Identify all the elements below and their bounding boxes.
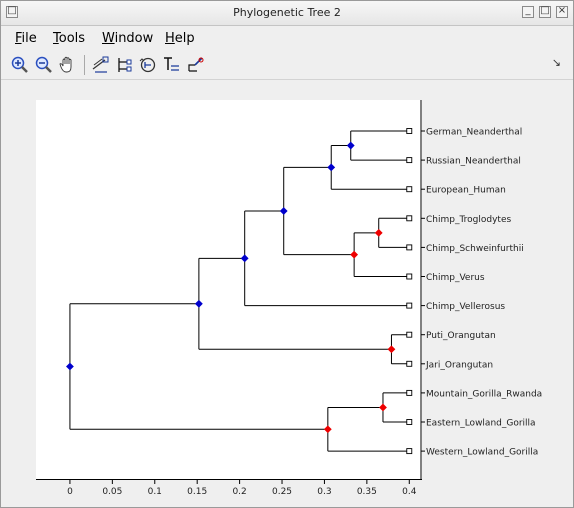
menu-help[interactable]: Help [165, 31, 195, 46]
leaf-label: German_Neanderthal [426, 128, 522, 138]
leaf-marker [406, 244, 413, 251]
tree-label-layer: German_Neanderthal Russian_Neanderthal Eur… [67, 128, 542, 498]
leaf-label: Russian_Neanderthal [426, 157, 521, 167]
collapse-expand-button[interactable] [113, 54, 135, 76]
window-menu-button[interactable]: □ [6, 5, 18, 18]
plot-panel: German_Neanderthal Russian_Neanderthal Eur… [1, 80, 573, 507]
x-tick-label: 0.4 [402, 487, 417, 497]
maximize-icon: □ [540, 5, 550, 16]
leaf-marker [406, 128, 413, 134]
rename-button[interactable] [161, 54, 183, 76]
toolbar [1, 51, 573, 80]
leaf-marker [406, 157, 413, 164]
dock-arrow-icon[interactable]: ↘ [551, 56, 561, 69]
zoom-in-icon [11, 56, 28, 73]
minimize-icon: _ [525, 5, 531, 16]
leaf-label: Chimp_Verus [426, 273, 485, 283]
leaf-label: Eastern_Lowland_Gorilla [426, 419, 536, 429]
toolbar-separator [84, 55, 85, 75]
menu-file[interactable]: File [15, 31, 37, 46]
leaf-label: Chimp_Vellerosus [426, 302, 505, 312]
leaf-marker [406, 215, 413, 222]
rotate-branch-icon [139, 57, 156, 73]
x-tick-label: 0.1 [148, 487, 162, 497]
x-tick-label: 0 [67, 487, 73, 497]
x-tick-label: 0.35 [357, 487, 377, 497]
pan-button[interactable] [57, 54, 79, 76]
minimize-button[interactable]: _ [522, 5, 534, 18]
x-tick-label: 0.2 [232, 487, 246, 497]
tree-node-marker [350, 250, 359, 259]
tree-node-marker [379, 403, 387, 412]
leaf-marker [406, 360, 413, 367]
leaf-marker [406, 331, 413, 338]
rotate-branch-button[interactable] [137, 54, 159, 76]
prune-button[interactable] [185, 54, 207, 76]
zoom-out-button[interactable] [33, 54, 55, 76]
tree-node-marker [194, 299, 203, 308]
tree-node-marker [240, 254, 249, 263]
leaf-label: Mountain_Gorilla_Rwanda [426, 389, 542, 399]
inspect-tool-icon [92, 56, 109, 73]
tree-node-marker [327, 163, 336, 172]
leaf-marker [406, 389, 413, 396]
tree-node-marker [279, 207, 288, 215]
title-bar: Phylogenetic Tree 2 □ _ □ × [1, 1, 573, 26]
close-button[interactable]: × [556, 5, 568, 18]
leaf-label: Chimp_Schweinfurthii [426, 244, 524, 254]
tree-node-marker [346, 141, 355, 150]
x-tick-label: 0.25 [272, 487, 292, 497]
plot-axes [36, 100, 422, 480]
prune-icon [188, 57, 204, 72]
leaf-label: Puti_Orangutan [426, 331, 496, 341]
x-tick-label: 0.05 [102, 487, 122, 497]
leaf-label: Chimp_Troglodytes [426, 215, 511, 225]
leaf-marker [406, 419, 413, 425]
tree-node-marker [66, 362, 74, 371]
leaf-label: Jari_Orangutan [425, 360, 493, 370]
window-title: Phylogenetic Tree 2 [233, 6, 341, 19]
tree-node-marker [323, 425, 332, 434]
leaf-marker [406, 186, 413, 193]
zoom-out-icon [35, 56, 52, 73]
x-tick-label: 0.3 [317, 487, 331, 497]
leaf-marker [406, 448, 413, 455]
leaf-label: Western_Lowland_Gorilla [426, 448, 538, 458]
window-menu-icon: □ [7, 5, 17, 16]
tree-node-marker [374, 228, 383, 237]
phylogenetic-tree-plot [36, 100, 422, 480]
tree-node-marker [387, 345, 396, 354]
leaf-label: European_Human [426, 186, 506, 196]
x-tick-label: 0.15 [187, 487, 207, 497]
maximize-button[interactable]: □ [539, 5, 551, 18]
rename-icon [164, 57, 179, 71]
menu-window[interactable]: Window [102, 31, 154, 46]
menu-bar: File Tools Window Help ↘ [1, 26, 573, 69]
pan-hand-icon [59, 56, 72, 73]
leaf-marker [406, 302, 413, 309]
inspect-tool-button[interactable] [89, 54, 111, 76]
collapse-expand-icon [118, 58, 132, 72]
leaf-marker [406, 273, 413, 280]
zoom-in-button[interactable] [9, 54, 31, 76]
menu-tools[interactable]: Tools [53, 31, 86, 46]
close-icon: × [557, 5, 567, 16]
